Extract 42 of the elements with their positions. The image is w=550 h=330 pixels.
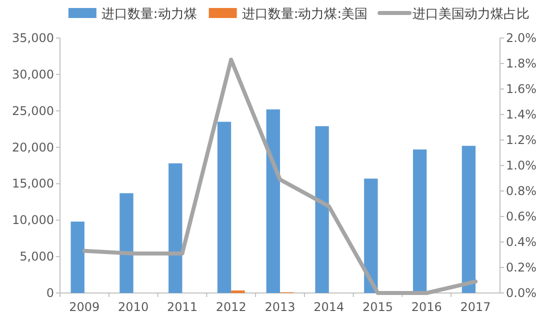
y2-tick-label: 0.6% [506, 210, 536, 224]
y2-tick-label: 1.6% [506, 82, 536, 96]
bar [462, 146, 476, 293]
y2-tick-label: 0.8% [506, 184, 536, 198]
y-tick-label: 5,000 [20, 250, 54, 264]
y-tick-label: 30,000 [12, 67, 54, 82]
legend-label: 进口数量:动力煤:美国 [242, 6, 368, 22]
x-tick-label: 2015 [362, 300, 394, 314]
x-tick-label: 2011 [166, 300, 198, 314]
bar [168, 163, 182, 293]
y-tick-label: 10,000 [12, 213, 54, 228]
x-tick-label: 2012 [216, 300, 246, 314]
x-tick-label: 2014 [314, 300, 344, 314]
line-series [82, 58, 478, 295]
bar [412, 149, 427, 293]
bar [120, 193, 134, 293]
y2-tick-label: 1.0% [506, 158, 536, 172]
bar [217, 122, 232, 293]
y2-tick-label: 1.8% [506, 56, 536, 70]
legend-label: 进口美国动力煤占比 [412, 6, 530, 22]
y-tick-label: 35,000 [12, 31, 54, 45]
bar [266, 109, 280, 293]
x-tick-label: 2013 [264, 300, 296, 314]
legend-label: 进口数量:动力煤 [101, 7, 197, 22]
y2-tick-label: 2.0% [506, 31, 536, 45]
y-tick-label: 25,000 [12, 104, 54, 118]
y2-tick-label: 1.4% [506, 108, 536, 122]
bar [364, 178, 378, 293]
bar [70, 222, 84, 293]
x-tick-label: 2010 [118, 300, 149, 314]
y2-tick-label: 1.2% [506, 133, 536, 147]
y2-tick-label: 0.2% [506, 260, 536, 274]
x-tick-label: 2017 [460, 300, 491, 314]
y-tick-label: 0 [46, 286, 54, 300]
bar [231, 290, 245, 293]
x-tick-label: 2009 [69, 300, 100, 314]
y2-tick-label: 0.0% [506, 286, 536, 300]
y-tick-label: 20,000 [12, 140, 54, 154]
y-tick-label: 15,000 [12, 176, 54, 191]
y2-tick-label: 0.4% [506, 235, 536, 249]
x-tick-label: 2016 [411, 300, 442, 314]
bar [315, 126, 329, 293]
